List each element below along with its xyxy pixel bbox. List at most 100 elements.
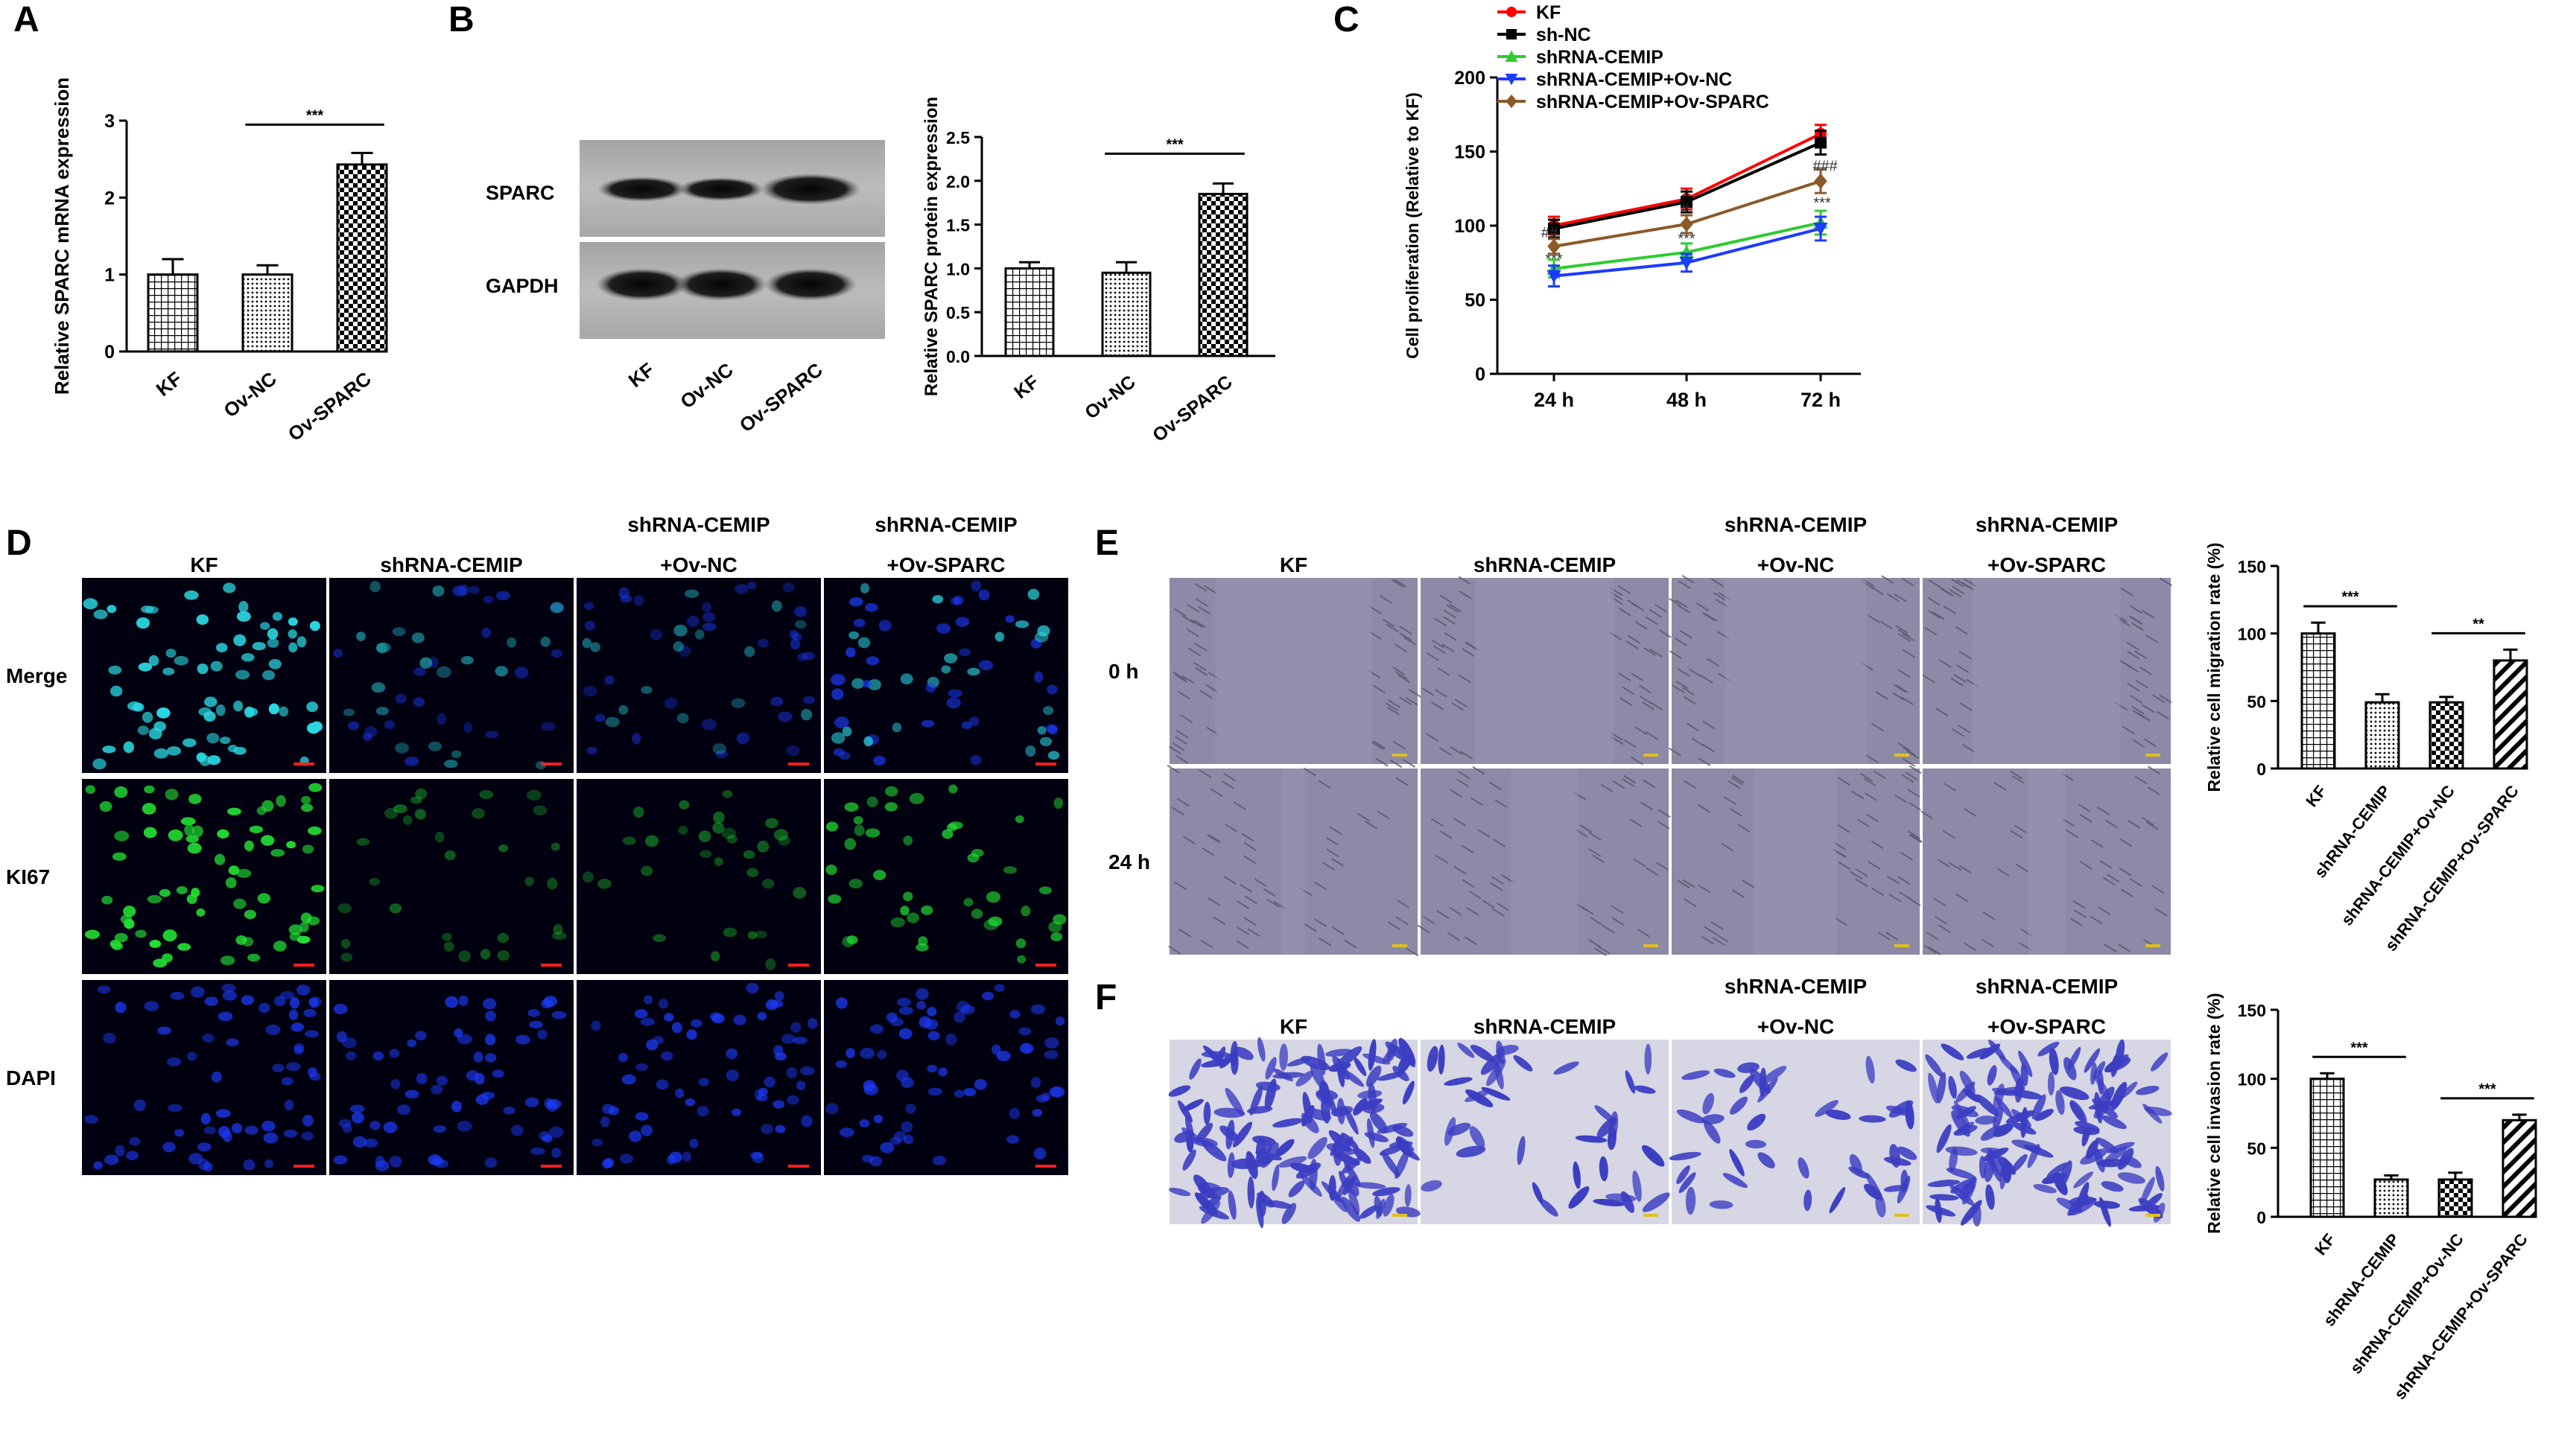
cell-nucleus bbox=[961, 721, 972, 730]
cell-nucleus bbox=[757, 1011, 767, 1020]
cell-nucleus bbox=[114, 932, 128, 943]
cell-streak bbox=[1678, 605, 1691, 614]
cell-nucleus bbox=[721, 827, 736, 839]
invaded-cell bbox=[1397, 1136, 1415, 1152]
cell-nucleus bbox=[848, 879, 863, 889]
cell-nucleus bbox=[553, 923, 563, 935]
y-tick-label: 150 bbox=[2238, 557, 2266, 576]
invaded-cell bbox=[1214, 1107, 1246, 1119]
invaded-cell bbox=[1669, 1151, 1701, 1161]
invaded-cell bbox=[1234, 1046, 1254, 1060]
cell-nucleus bbox=[537, 1029, 548, 1040]
cell-nucleus bbox=[389, 1155, 402, 1168]
panel-letter-d: D bbox=[6, 524, 32, 563]
cell-streak bbox=[1982, 911, 1996, 920]
cell-nucleus bbox=[233, 898, 247, 909]
cell-nucleus bbox=[848, 597, 863, 607]
cell-nucleus bbox=[413, 666, 426, 676]
cell-streak bbox=[2119, 838, 2133, 847]
cell-nucleus bbox=[884, 802, 898, 812]
cell-nucleus bbox=[877, 1050, 887, 1060]
cell-nucleus bbox=[955, 617, 970, 627]
cell-streak bbox=[1195, 598, 1208, 607]
cell-nucleus bbox=[466, 1070, 479, 1081]
cell-streak bbox=[1377, 810, 1390, 820]
cell-nucleus bbox=[272, 611, 283, 621]
cell-nucleus bbox=[673, 624, 688, 637]
cell-nucleus bbox=[288, 617, 298, 626]
cell-streak bbox=[1646, 867, 1659, 876]
cell-nucleus bbox=[834, 716, 849, 729]
cell-nucleus bbox=[479, 789, 494, 800]
cell-nucleus bbox=[233, 634, 247, 646]
cell-nucleus bbox=[903, 891, 913, 902]
cell-nucleus bbox=[451, 1101, 462, 1113]
invaded-cell bbox=[1634, 1085, 1656, 1094]
cell-streak bbox=[1167, 764, 1180, 774]
panel-letter-b: B bbox=[448, 0, 475, 39]
cell-nucleus bbox=[967, 853, 980, 863]
cell-streak bbox=[1672, 684, 1685, 694]
invaded-cell bbox=[1348, 1187, 1360, 1215]
cell-streak bbox=[2010, 770, 2023, 780]
invaded-cell bbox=[2115, 1039, 2125, 1066]
cell-streak bbox=[2142, 704, 2155, 713]
invaded-cell bbox=[2046, 1162, 2068, 1178]
cell-nucleus bbox=[765, 958, 776, 970]
cell-nucleus bbox=[1015, 815, 1024, 824]
cell-streak bbox=[1631, 672, 1644, 682]
cell-streak bbox=[2098, 906, 2111, 915]
cell-streak bbox=[1448, 603, 1462, 612]
cell-streak bbox=[1434, 617, 1447, 627]
x-category-label: shRNA-CEMIP+Ov-NC bbox=[2338, 782, 2458, 929]
invaded-cell bbox=[1993, 1083, 2005, 1112]
cell-streak bbox=[1241, 833, 1254, 842]
cell-nucleus bbox=[907, 912, 919, 923]
invaded-cell bbox=[1447, 1122, 1471, 1136]
cell-streak bbox=[1941, 588, 1954, 597]
cell-nucleus bbox=[162, 929, 177, 942]
cell-nucleus bbox=[296, 636, 307, 648]
y-tick-label: 1.5 bbox=[946, 216, 970, 235]
invaded-cell bbox=[1685, 1186, 1696, 1215]
cell-streak bbox=[1408, 688, 1421, 698]
cell-nucleus bbox=[996, 1050, 1011, 1062]
cell-streak bbox=[1611, 917, 1625, 926]
cell-streak bbox=[1491, 876, 1504, 885]
cell-nucleus bbox=[550, 602, 564, 614]
invaded-cell bbox=[1568, 1186, 1590, 1209]
cell-nucleus bbox=[892, 722, 902, 733]
cell-nucleus bbox=[916, 988, 929, 1000]
cell-nucleus bbox=[363, 733, 372, 742]
significance-annotation: ## bbox=[1541, 225, 1558, 241]
cell-streak bbox=[1193, 662, 1207, 671]
cell-nucleus bbox=[901, 1121, 913, 1133]
invaded-cell bbox=[1377, 1072, 1405, 1081]
cell-streak bbox=[1180, 714, 1193, 724]
cell-nucleus bbox=[515, 1034, 530, 1045]
bar bbox=[2373, 1178, 2409, 1218]
cell-streak bbox=[1303, 767, 1316, 777]
cell-nucleus bbox=[689, 1138, 699, 1149]
wound-healing-panel: KF shRNA-CEMIP shRNA-CEMIP +Ov-NC shRNA-CEMI… bbox=[1108, 513, 2173, 957]
cell-nucleus bbox=[1039, 736, 1053, 747]
cell-streak bbox=[1233, 801, 1246, 810]
invaded-cell bbox=[2059, 1086, 2090, 1101]
cell-nucleus bbox=[405, 757, 419, 766]
cell-nucleus bbox=[301, 795, 311, 804]
cell-streak bbox=[2159, 694, 2172, 704]
invaded-cell bbox=[2011, 1154, 2028, 1173]
cell-streak bbox=[1677, 879, 1690, 889]
invaded-cell bbox=[1702, 1092, 1715, 1115]
y-tick-label: 1 bbox=[104, 265, 115, 286]
cell-nucleus bbox=[157, 1026, 171, 1035]
invaded-cell bbox=[1713, 1068, 1736, 1078]
panel-letter-a: A bbox=[13, 0, 39, 39]
cell-nucleus bbox=[711, 951, 720, 962]
cell-streak bbox=[1696, 602, 1710, 611]
cell-streak bbox=[1208, 833, 1221, 843]
cell-streak bbox=[1657, 820, 1670, 830]
x-category-label: Ov-NC bbox=[1081, 372, 1140, 424]
cell-nucleus bbox=[507, 637, 517, 648]
invaded-cell bbox=[1301, 1105, 1315, 1127]
